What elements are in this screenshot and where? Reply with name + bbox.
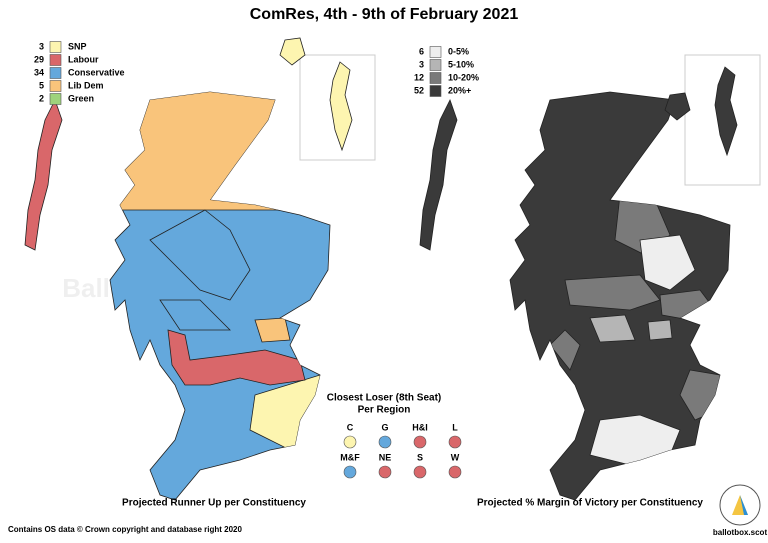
legend-count: 29	[34, 54, 44, 64]
legend-label: 10-20%	[448, 72, 479, 82]
legend-swatch	[49, 54, 62, 66]
region-dot	[378, 435, 392, 449]
region	[549, 329, 581, 371]
region	[647, 319, 673, 341]
logo-text: ballotbox.scot	[713, 528, 768, 537]
runner-up-map	[24, 37, 376, 501]
legend-label: SNP	[68, 41, 87, 51]
logo: ballotbox.scot	[713, 484, 768, 537]
region	[24, 99, 63, 251]
legend-swatch	[49, 80, 62, 92]
legend-label: 5-10%	[448, 59, 474, 69]
legend-label: 20%+	[448, 85, 471, 95]
runner-up-legend: 3 SNP 29 Labour 34 Conservative 5 Lib Dem 2 Green	[34, 41, 125, 105]
region-dot	[413, 435, 427, 449]
region	[254, 317, 291, 343]
region	[639, 234, 696, 291]
closest-loser-subtitle: Per Region	[358, 405, 411, 416]
region-label: S	[417, 452, 423, 462]
footer: Contains OS data © Crown copyright and d…	[8, 525, 242, 534]
region	[110, 92, 301, 211]
region-dot	[343, 465, 357, 479]
legend-count: 52	[414, 85, 424, 95]
legend-swatch	[49, 67, 62, 79]
legend-swatch	[429, 59, 442, 71]
left-caption: Projected Runner Up per Constituency	[122, 498, 306, 509]
region-dot	[343, 435, 357, 449]
region-dot	[378, 465, 392, 479]
legend-label: Conservative	[68, 67, 125, 77]
region-label: NE	[379, 452, 392, 462]
legend-count: 12	[414, 72, 424, 82]
region	[167, 329, 306, 386]
region-label: G	[381, 422, 388, 432]
legend-swatch	[429, 72, 442, 84]
legend-label: Lib Dem	[68, 80, 104, 90]
legend-label: Green	[68, 93, 94, 103]
legend-swatch	[49, 41, 62, 53]
region	[589, 314, 636, 343]
right-caption: Projected % Margin of Victory per Consti…	[477, 498, 703, 509]
closest-loser: Closest Loser (8th Seat) Per Region C G H&…	[327, 393, 462, 479]
legend-count: 5	[39, 80, 44, 90]
title: ComRes, 4th - 9th of February 2021	[250, 6, 519, 23]
region-label: C	[347, 422, 354, 432]
legend-count: 34	[34, 67, 44, 77]
margin-map	[419, 54, 761, 501]
legend-swatch	[429, 46, 442, 58]
region-label: H&I	[412, 422, 428, 432]
legend-count: 2	[39, 93, 44, 103]
closest-loser-title: Closest Loser (8th Seat)	[327, 393, 441, 404]
legend-swatch	[49, 93, 62, 105]
region-label: W	[451, 452, 460, 462]
legend-label: Labour	[68, 54, 99, 64]
region	[419, 99, 458, 251]
margin-legend: 6 0-5% 3 5-10% 12 10-20% 52 20%+	[414, 46, 479, 97]
region-dot	[448, 435, 462, 449]
region-dot	[413, 465, 427, 479]
region-label: L	[452, 422, 458, 432]
region	[564, 274, 661, 311]
region-label: M&F	[340, 452, 360, 462]
legend-label: 0-5%	[448, 46, 469, 56]
legend-swatch	[429, 85, 442, 97]
legend-count: 6	[419, 46, 424, 56]
region-dot	[448, 465, 462, 479]
legend-count: 3	[39, 41, 44, 51]
legend-count: 3	[419, 59, 424, 69]
